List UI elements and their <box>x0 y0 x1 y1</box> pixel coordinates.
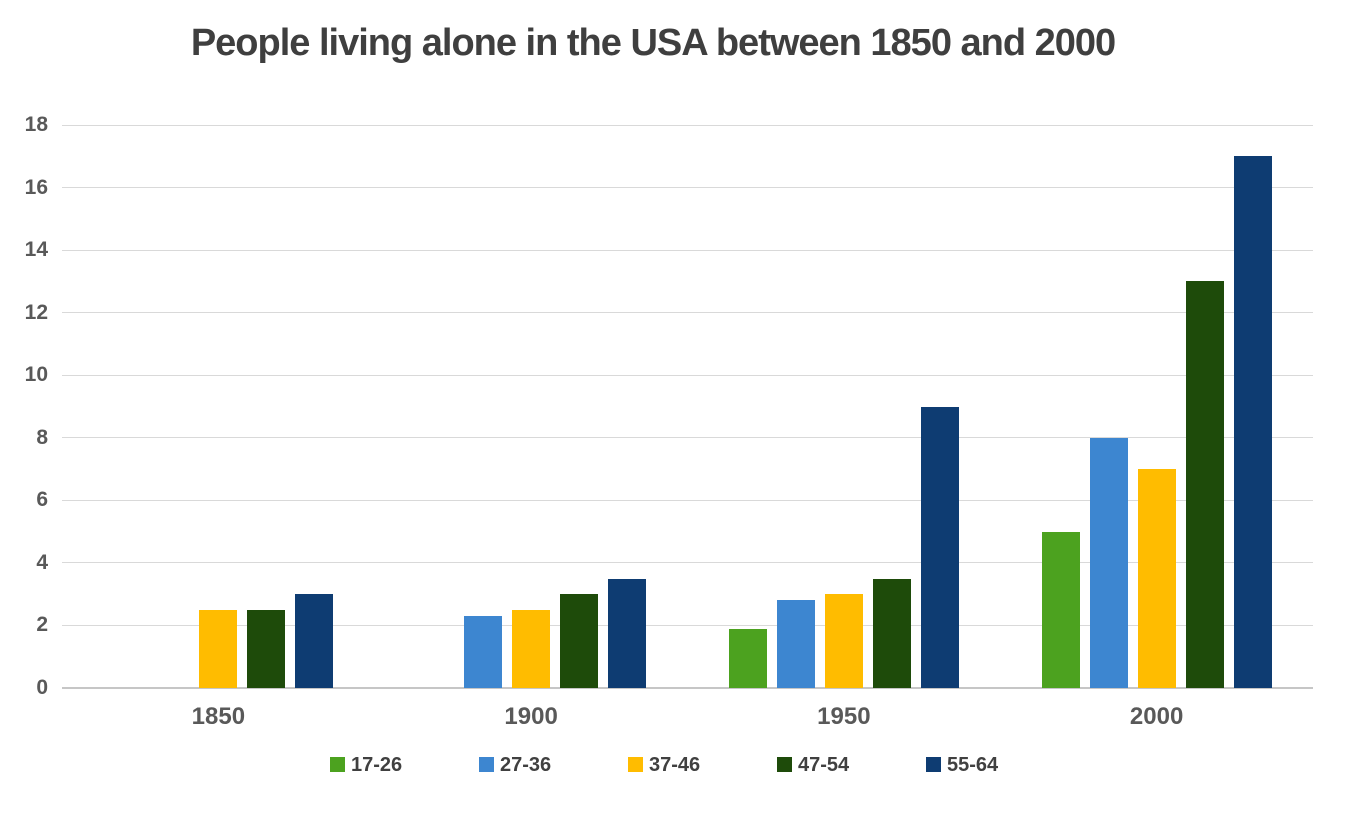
legend-swatch-icon <box>777 756 792 772</box>
x-axis-label: 2000 <box>1129 703 1184 730</box>
y-axis-tick-label: 6 <box>36 488 48 512</box>
bar-1950-37-46 <box>824 594 863 688</box>
legend-swatch-icon <box>479 756 494 772</box>
y-axis-tick-label: 8 <box>36 425 48 449</box>
legend-item-27-36: 27-36 <box>479 754 551 778</box>
gridline <box>62 124 1313 126</box>
y-axis-tick-label: 2 <box>36 613 48 637</box>
bar-2000-17-26 <box>1041 531 1080 688</box>
legend-label: 55-64 <box>947 754 999 776</box>
x-axis-label: 1850 <box>191 703 246 730</box>
legend-label: 37-46 <box>649 754 701 776</box>
bar-1900-27-36 <box>464 616 503 688</box>
gridline <box>62 562 1313 564</box>
bar-1950-17-26 <box>728 628 767 688</box>
gridline <box>62 312 1313 314</box>
y-axis-tick-label: 0 <box>36 676 48 699</box>
legend-item-17-26: 17-26 <box>330 754 402 778</box>
bar-2000-55-64 <box>1233 156 1272 688</box>
gridline <box>62 187 1313 189</box>
bar-1900-47-54 <box>560 594 599 688</box>
gridline <box>62 437 1313 439</box>
y-axis-tick-label: 4 <box>36 550 48 574</box>
x-axis-label: 1900 <box>504 703 558 730</box>
bar-1950-47-54 <box>872 578 911 688</box>
legend-item-55-64: 55-64 <box>926 754 998 778</box>
y-axis-tick-label: 14 <box>24 238 48 262</box>
y-axis-tick-label: 16 <box>24 175 48 199</box>
legend-swatch-icon <box>926 756 941 772</box>
bar-1850-47-54 <box>247 609 286 688</box>
bar-1850-37-46 <box>199 609 238 688</box>
bar-1900-37-46 <box>512 609 551 688</box>
chart-title: People living alone in the USA between 1… <box>190 22 1116 64</box>
gridline <box>62 624 1313 626</box>
legend-item-37-46: 37-46 <box>628 754 700 778</box>
bar-2000-37-46 <box>1137 469 1176 688</box>
bar-1900-55-64 <box>608 578 647 688</box>
legend-item-47-54: 47-54 <box>777 754 849 778</box>
bar-1950-27-36 <box>776 600 815 688</box>
y-axis-tick-label: 10 <box>24 363 48 387</box>
bar-2000-27-36 <box>1089 437 1128 688</box>
legend-label: 27-36 <box>500 754 552 776</box>
x-axis-label: 1950 <box>817 703 871 730</box>
legend-label: 47-54 <box>798 754 850 776</box>
legend-swatch-icon <box>628 756 643 772</box>
legend-label: 17-26 <box>351 754 403 776</box>
y-axis-tick-label: 18 <box>24 113 48 136</box>
y-axis-tick-label: 12 <box>24 300 48 324</box>
bar-2000-47-54 <box>1185 281 1224 688</box>
bar-1850-55-64 <box>295 594 334 688</box>
bar-1950-55-64 <box>920 406 959 688</box>
gridline <box>62 249 1313 251</box>
x-axis-line <box>62 687 1313 689</box>
gridline <box>62 374 1313 376</box>
legend-swatch-icon <box>330 756 345 772</box>
gridline <box>62 499 1313 501</box>
